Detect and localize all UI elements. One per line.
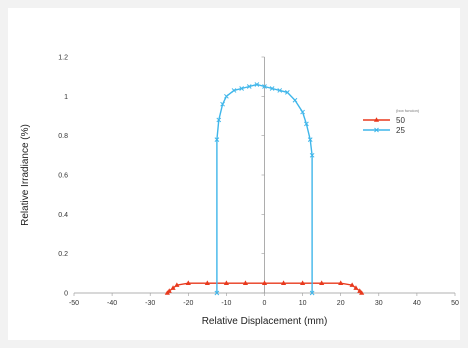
data-point-25: [231, 88, 237, 93]
data-point-25: [307, 137, 313, 142]
x-axis-title: Relative Displacement (mm): [202, 316, 328, 327]
data-point-25: [254, 82, 260, 87]
y-tick-label: 0: [64, 291, 68, 298]
data-point-25: [292, 97, 298, 103]
data-point-25: [269, 86, 275, 91]
legend-marker-50: [373, 117, 380, 122]
chart-panel: -50 -40 -30 -20 -10 0 10 20 30 40 50 0 0.2 0.4 0.6 0.8 1…: [8, 8, 460, 340]
data-point-50: [338, 280, 344, 285]
x-tick-label: -30: [145, 300, 155, 307]
data-point-25: [309, 290, 315, 296]
legend-title: (box funcion): [396, 108, 420, 113]
x-tick-label: 40: [413, 300, 421, 307]
data-point-25: [262, 84, 267, 89]
series-layer: [164, 82, 365, 296]
data-point-25: [300, 109, 305, 115]
data-point-50: [170, 285, 176, 290]
data-point-50: [349, 282, 355, 287]
x-tick-label: -20: [183, 300, 193, 307]
data-point-25: [246, 84, 252, 89]
legend-marker-25: [374, 127, 379, 133]
data-point-50: [359, 290, 365, 295]
x-tick-label: -40: [107, 300, 117, 307]
data-point-25: [277, 88, 283, 93]
data-point-50: [242, 280, 249, 285]
data-point-25: [309, 152, 315, 158]
x-tick-label: 0: [263, 300, 267, 307]
data-point-25: [224, 93, 229, 99]
data-point-25: [220, 101, 225, 107]
legend-label-50: 50: [396, 116, 405, 125]
x-tick-label: 10: [299, 300, 307, 307]
x-tick-label: -10: [221, 300, 231, 307]
x-tick-label: -50: [69, 300, 79, 307]
y-tick-label: 0.4: [58, 212, 68, 219]
data-point-50: [174, 282, 180, 287]
data-point-50: [300, 280, 306, 285]
x-tick-label: 50: [451, 300, 459, 307]
y-tick-label: 1: [64, 94, 68, 101]
y-tick-label: 0.6: [58, 173, 68, 180]
legend-label-25: 25: [396, 126, 405, 135]
x-tick-label: 20: [337, 300, 345, 307]
data-point-50: [280, 280, 287, 285]
data-point-50: [185, 280, 191, 285]
data-point-25: [239, 86, 244, 91]
axes-layer: -50 -40 -30 -20 -10 0 10 20 30 40 50 0 0.2 0.4 0.6 0.8 1…: [58, 55, 459, 308]
data-point-25: [214, 137, 220, 142]
data-point-25: [304, 121, 309, 127]
data-point-50: [166, 288, 172, 293]
line-chart: -50 -40 -30 -20 -10 0 10 20 30 40 50 0 0.2 0.4 0.6 0.8 1…: [20, 55, 459, 328]
data-point-25: [216, 117, 222, 123]
data-point-50: [353, 285, 359, 290]
data-point-50: [319, 280, 325, 285]
data-point-50: [204, 280, 210, 285]
data-point-50: [261, 280, 268, 285]
x-tick-label: 30: [375, 300, 383, 307]
data-point-25: [214, 290, 220, 296]
data-point-25: [285, 90, 290, 95]
y-axis-title: Relative Irradiance (%): [20, 124, 31, 226]
y-tick-label: 0.2: [58, 251, 68, 258]
y-tick-label: 0.8: [58, 133, 68, 140]
y-tick-label: 1.2: [58, 55, 68, 62]
data-point-50: [223, 280, 229, 285]
